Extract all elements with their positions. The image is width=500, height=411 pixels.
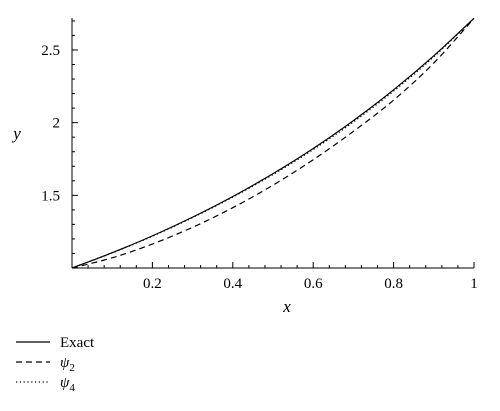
series-line-dashed xyxy=(71,17,475,269)
x-tick-label: 0.4 xyxy=(223,276,242,292)
y-ticks: 1.5 2 2.5 xyxy=(41,20,78,254)
series-line-dotted xyxy=(71,17,475,269)
legend-label: ψ4 xyxy=(60,375,75,394)
x-ticks: 0.2 0.4 0.6 0.8 1 xyxy=(87,262,478,292)
x-tick-label: 0.6 xyxy=(304,276,323,292)
legend-label: Exact xyxy=(60,335,95,351)
x-tick-label: 0.2 xyxy=(143,276,162,292)
y-tick-label: 2.5 xyxy=(41,43,60,59)
x-tick-label: 1 xyxy=(470,276,478,292)
x-tick-label: 0.8 xyxy=(384,276,403,292)
series-layer xyxy=(71,17,475,269)
y-axis-label: y xyxy=(11,124,21,143)
plot-area: 0.2 0.4 0.6 0.8 1 1.5 2 2.5 xyxy=(41,17,478,292)
series-line-solid xyxy=(71,17,475,269)
x-axis-label: x xyxy=(282,297,291,316)
y-tick-label: 1.5 xyxy=(41,188,60,204)
y-tick-label: 2 xyxy=(53,116,61,132)
legend-label: ψ2 xyxy=(60,355,75,374)
